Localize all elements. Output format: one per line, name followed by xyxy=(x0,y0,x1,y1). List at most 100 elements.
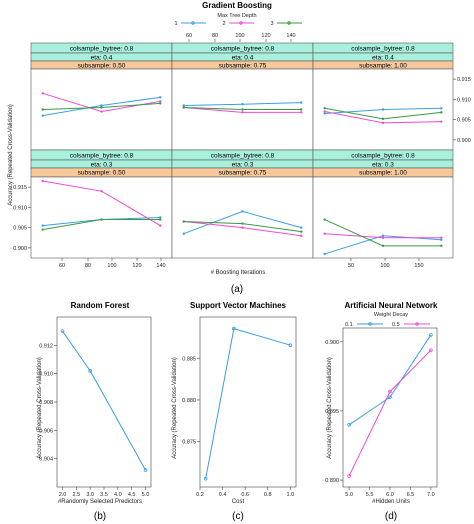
y-tick-label: 0.906 xyxy=(39,428,53,434)
chart-a-title: Gradient Boosting xyxy=(202,1,272,10)
data-point-depth-2 xyxy=(241,111,244,114)
y-tick-label: 0.904 xyxy=(39,457,53,463)
x-tick-label: 4.0 xyxy=(114,492,122,498)
data-point xyxy=(288,343,293,347)
y-tick-label: 0.915 xyxy=(13,185,27,191)
top-axis-tick-label: 100 xyxy=(235,33,244,39)
chart-c-xlabel: Cost xyxy=(232,499,245,505)
x-tick-label: 0.8 xyxy=(264,492,272,498)
data-point-depth-1 xyxy=(381,108,385,111)
legend-a-label-2: 2 xyxy=(222,21,225,27)
strip-subsample-label: subsample: 0.50 xyxy=(78,170,126,177)
data-point-depth-2 xyxy=(300,234,303,237)
data-point-depth-1 xyxy=(159,216,162,219)
x-tick-label: 150 xyxy=(414,263,423,269)
x-tick-label: 4.5 xyxy=(128,492,136,498)
data-point-depth-1 xyxy=(241,103,244,106)
strip-bytree-label: colsample_bytree: 0.8 xyxy=(70,46,134,53)
plot-frame xyxy=(56,316,152,488)
data-point xyxy=(60,329,65,333)
panel-b-caption: (b) xyxy=(94,511,106,522)
x-tick-label: 0.4 xyxy=(219,492,227,498)
strip-bytree-label: colsample_bytree: 0.8 xyxy=(211,153,275,160)
chart-b-xlabel: #Randomly Selected Predictors xyxy=(58,499,142,505)
legend-d-label-0.1: 0.1 xyxy=(345,322,353,328)
panel-d-caption: (d) xyxy=(385,511,397,522)
top-axis-tick-label: 120 xyxy=(261,33,270,39)
data-point xyxy=(203,476,208,481)
strip-eta-label: eta: 0.3 xyxy=(91,162,113,169)
strip-eta-label: eta: 0.4 xyxy=(232,55,254,62)
data-point-depth-2 xyxy=(159,100,162,103)
y-tick-label: 0.910 xyxy=(39,372,53,378)
strip-subsample-label: subsample: 0.50 xyxy=(78,63,126,70)
top-axis-tick-label: 60 xyxy=(186,33,192,39)
panel-frame xyxy=(171,176,314,259)
data-point-depth-3 xyxy=(241,108,244,111)
x-tick-label: 6.5 xyxy=(407,492,415,498)
y-tick-label: 0.912 xyxy=(39,343,53,349)
plot-frame xyxy=(199,316,297,488)
data-point-depth-1 xyxy=(159,96,162,99)
chart-a-xlabel: # Boosting Iterations xyxy=(211,270,266,276)
y-tick-label: 0.890 xyxy=(325,478,339,484)
data-point-depth-2 xyxy=(100,189,103,193)
panel-c-caption: (c) xyxy=(232,511,244,522)
strip-bytree-label: colsample_bytree: 0.8 xyxy=(211,46,275,53)
series-line-decay-0.1 xyxy=(348,334,432,426)
strip-subsample-label: subsample: 1.00 xyxy=(359,63,407,70)
legend-a-marker-2 xyxy=(239,21,243,25)
data-point-decay-0.5 xyxy=(388,389,392,394)
x-tick-label: 5.5 xyxy=(366,492,374,498)
data-point-depth-3 xyxy=(300,230,303,233)
data-point-depth-1 xyxy=(182,104,185,107)
chart-a-top-axis: 60 80 100 120 140 xyxy=(186,33,296,42)
x-tick-label: 3.5 xyxy=(100,492,108,498)
data-point-depth-3 xyxy=(159,218,162,221)
data-point-depth-2 xyxy=(440,120,443,123)
top-axis-tick-label: 80 xyxy=(212,33,218,39)
data-point-depth-2 xyxy=(41,92,44,95)
x-tick-label: 3.0 xyxy=(86,492,94,498)
x-tick-label: 120 xyxy=(132,263,141,269)
data-point-depth-1 xyxy=(300,101,303,104)
data-point-depth-3 xyxy=(182,220,185,223)
x-tick-label: 1.0 xyxy=(287,492,295,498)
series-line xyxy=(205,327,291,479)
data-point-depth-1 xyxy=(100,104,103,107)
data-point-depth-1 xyxy=(182,232,185,235)
y-tick-label: 0.910 xyxy=(457,97,471,103)
chart-d-xlabel: #Hidden Units xyxy=(372,499,410,505)
y-tick-label: 0.900 xyxy=(13,246,27,252)
legend-d-marker-0.5 xyxy=(415,322,419,326)
data-point-depth-3 xyxy=(381,244,385,248)
data-point-decay-0.1 xyxy=(347,422,351,427)
panel-a-caption: (a) xyxy=(231,284,243,295)
data-point-depth-2 xyxy=(323,110,326,113)
data-point-depth-3 xyxy=(323,107,326,110)
data-point-depth-3 xyxy=(440,111,443,114)
top-axis-tick-label: 140 xyxy=(286,33,295,39)
y-tick-label: 0.885 xyxy=(182,356,196,362)
x-tick-label: 5.0 xyxy=(142,492,150,498)
data-point-depth-3 xyxy=(100,106,103,109)
data-point-depth-2 xyxy=(100,110,103,113)
plot-frame xyxy=(342,327,438,488)
y-tick-label: 0.900 xyxy=(457,138,471,144)
data-point-depth-1 xyxy=(381,234,385,237)
legend-d-marker-0.1 xyxy=(368,322,372,326)
chart-b-title: Random Forest xyxy=(71,301,130,310)
strip-eta-label: eta: 0.4 xyxy=(372,55,394,62)
chart-c-ylabel: Accuracy (Repeated Cross-Validation) xyxy=(172,357,178,459)
data-point-depth-1 xyxy=(323,252,326,256)
y-tick-label: 0.880 xyxy=(182,398,196,404)
legend-a-label-1: 1 xyxy=(174,21,177,27)
x-tick-label: 0.6 xyxy=(241,492,249,498)
data-point-decay-0.5 xyxy=(347,474,351,478)
data-point xyxy=(88,369,92,373)
chart-b-plot: 2.0 2.5 3.0 3.5 4.0 4.5 5.0 0.904 0.906 0.908 0.91… xyxy=(39,316,152,498)
strip-eta-label: eta: 0.4 xyxy=(91,55,113,62)
x-tick-label: 6.0 xyxy=(386,492,394,498)
data-point-depth-3 xyxy=(381,117,385,121)
